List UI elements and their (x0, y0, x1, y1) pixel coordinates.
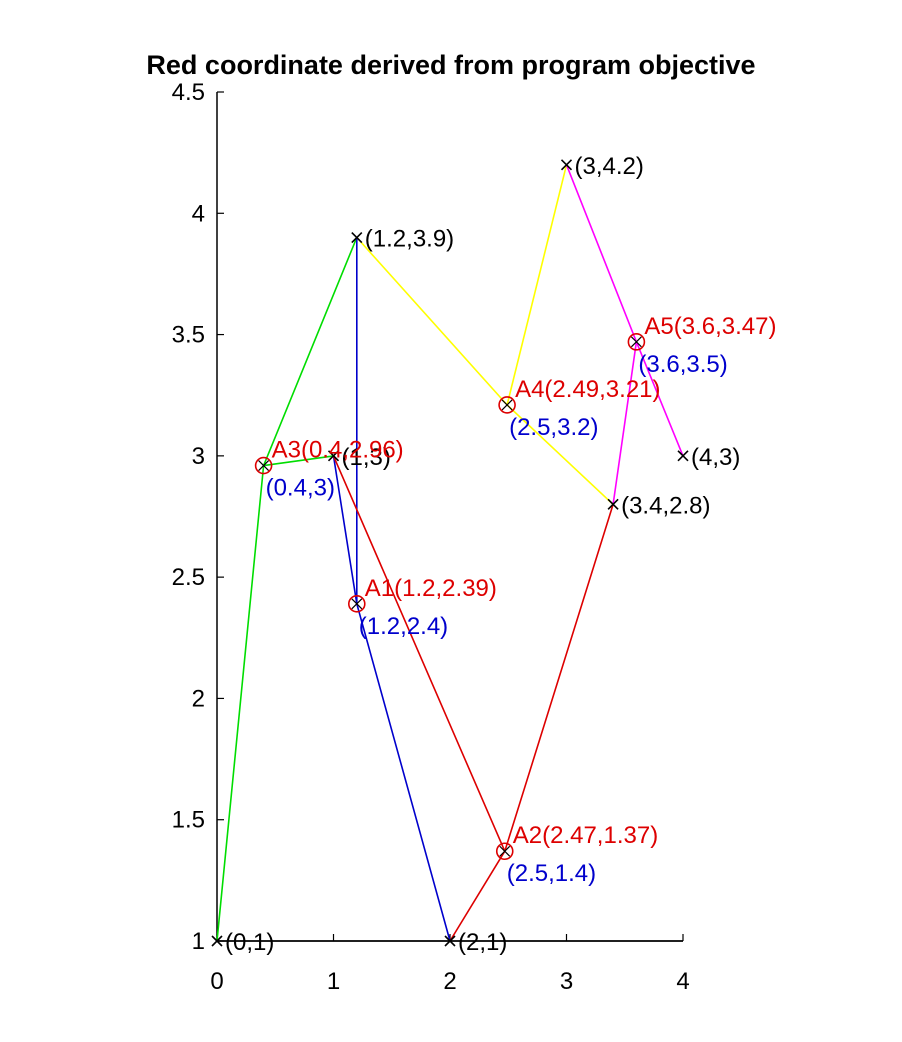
chart-title: Red coordinate derived from program obje… (146, 50, 755, 80)
known-point-marker (444, 935, 456, 947)
derived-point-approx-label: (2.5,1.4) (507, 860, 596, 887)
derived-point-cross (351, 598, 363, 610)
y-tick-label: 1.5 (172, 807, 205, 834)
derived-point-approx-label: (2.5,3.2) (509, 414, 598, 441)
derived-point-marker (627, 333, 646, 351)
derived-point-cross (630, 336, 642, 348)
known-point-marker (677, 450, 689, 462)
known-point-marker (327, 450, 340, 462)
y-tick-label: 1 (192, 928, 205, 955)
yellow-segment (356, 236, 614, 505)
derived-point-cross (258, 460, 270, 471)
derived-point-approx-label: (3.6,3.5) (638, 351, 727, 378)
known-point-label: (1.2,3.9) (365, 226, 454, 253)
derived-point-marker (495, 842, 514, 861)
derived-point-approx-label: (1.2,2.4) (359, 613, 448, 640)
y-tick-label: 4.5 (172, 79, 205, 106)
y-tick-label: 3.5 (172, 322, 205, 349)
known-point-label: (3.4,2.8) (621, 492, 710, 519)
blue-segment (332, 455, 358, 604)
red-segment (449, 850, 506, 942)
yellow-segment (506, 164, 568, 406)
x-tick-label: 1 (327, 968, 340, 995)
x-tick-label: 4 (676, 968, 689, 995)
green-segment (263, 455, 334, 467)
known-point-label: (3,4.2) (575, 153, 644, 180)
derived-point-approx-label: (0.4,3) (266, 475, 335, 502)
derived-point-label: A3(0.4,2.96) (272, 437, 404, 464)
x-tick-label: 3 (560, 968, 573, 995)
cross-stroke (327, 450, 340, 462)
known-point-label: (4,3) (691, 444, 740, 471)
magenta-segment (565, 164, 684, 457)
known-point-label: (1,3) (342, 444, 391, 471)
cross-stroke (607, 498, 619, 510)
point-markers (211, 159, 689, 947)
known-point-marker (560, 159, 573, 171)
known-point-marker (607, 498, 619, 510)
cross-stroke (560, 159, 573, 171)
cross-stroke (444, 935, 456, 947)
known-point-marker (211, 935, 223, 947)
red-segment (332, 455, 614, 853)
x-tick-label: 2 (443, 968, 456, 995)
y-tick-label: 2.5 (172, 564, 205, 591)
known-point-label: (2,1) (458, 929, 507, 956)
derived-point-label: A5(3.6,3.47) (644, 313, 776, 340)
derived-point-label: A4(2.49,3.21) (515, 376, 660, 403)
y-tick-label: 2 (192, 685, 205, 712)
y-tick-label: 3 (192, 443, 205, 470)
derived-point-label: A2(2.47,1.37) (513, 822, 658, 849)
point-labels: (0,1) (2,1) (1.2,3.9) (1,3) (3,4.2) (4,3) (3.4… (225, 153, 776, 956)
axes: 0 1 2 3 411.522.533.544.5 (172, 79, 690, 995)
derived-point-marker (254, 456, 273, 475)
derived-point-cross (501, 399, 513, 411)
cross-stroke (211, 935, 223, 947)
cross-stroke (351, 231, 363, 244)
magenta-segment (612, 341, 638, 505)
x-tick-label: 0 (210, 968, 223, 995)
derived-point-cross (499, 845, 511, 857)
known-point-marker (351, 231, 363, 244)
cross-stroke (677, 450, 689, 462)
derived-point-marker (498, 396, 516, 414)
green-segment (216, 237, 358, 942)
y-tick-label: 4 (192, 200, 205, 227)
derived-point-label: A1(1.2,2.39) (365, 575, 497, 602)
known-point-label: (0,1) (225, 929, 274, 956)
derived-point-marker (347, 595, 366, 613)
